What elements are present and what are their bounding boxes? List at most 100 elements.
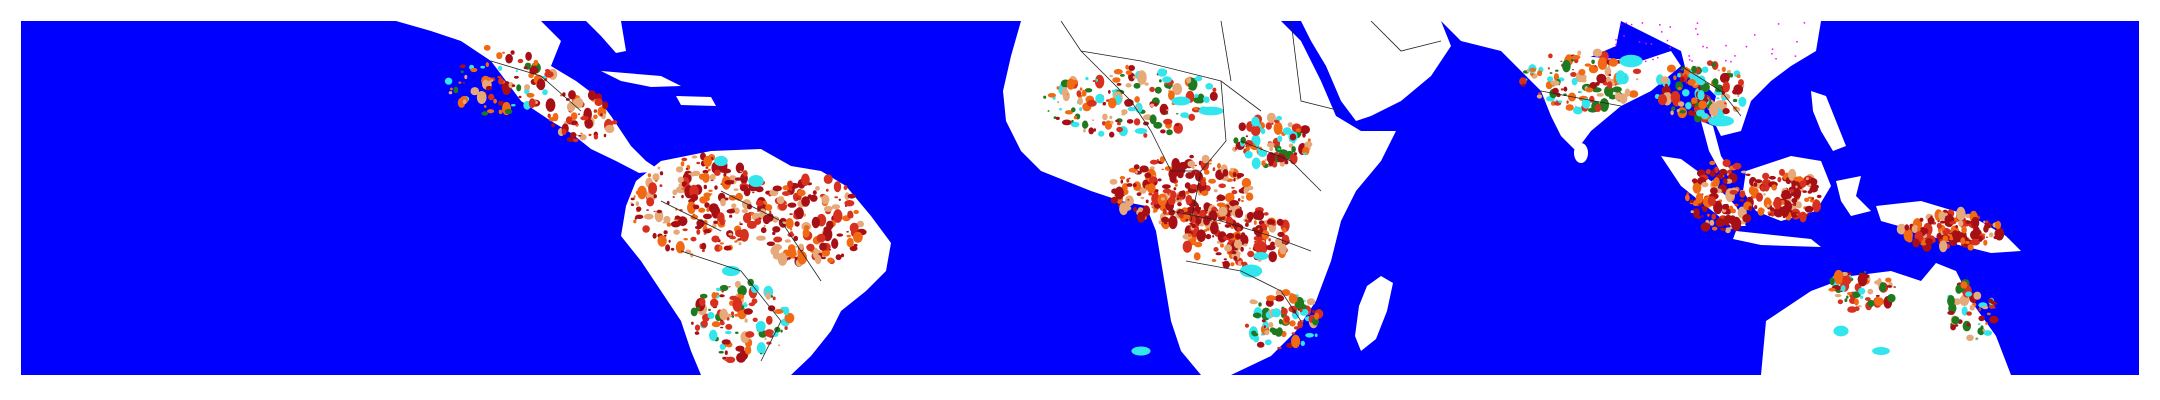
landcover-patch — [1113, 68, 1123, 75]
landcover-patch — [784, 326, 788, 330]
landcover-patch — [1136, 211, 1146, 223]
landcover-patch — [815, 186, 820, 191]
landcover-patch — [1233, 177, 1236, 182]
landcover-patch — [1577, 50, 1582, 56]
magenta-speckle — [1688, 59, 1691, 61]
landcover-patch — [1691, 65, 1697, 73]
landcover-patch — [1707, 196, 1716, 206]
landcover-patch — [709, 329, 718, 341]
landcover-patch — [695, 309, 699, 312]
landcover-patch — [721, 339, 731, 345]
arabian-peninsula — [1301, 21, 1451, 121]
landcover-patch — [1143, 133, 1148, 138]
landcover-patch — [1126, 119, 1134, 124]
landcover-patch — [735, 345, 745, 352]
landcover-patch — [1311, 310, 1316, 313]
landcover-patch — [529, 66, 539, 75]
landcover-patch — [1193, 243, 1197, 246]
landcover-patch — [1251, 157, 1261, 170]
landcover-patch — [1829, 277, 1835, 286]
landcover-patch — [1289, 320, 1296, 327]
landcover-patch — [497, 100, 504, 106]
landcover-patch — [459, 64, 466, 69]
landcover-patch — [1978, 235, 1983, 242]
landcover-patch — [1965, 240, 1970, 245]
landcover-patch — [1299, 308, 1303, 313]
landcover-patch — [1116, 126, 1123, 133]
landcover-patch — [684, 170, 693, 177]
landcover-patch — [1780, 200, 1785, 205]
water-patch — [1131, 346, 1151, 356]
landcover-patch — [1252, 332, 1259, 337]
landcover-patch — [1966, 334, 1974, 341]
landcover-patch — [1264, 330, 1270, 336]
landcover-patch — [1266, 142, 1275, 148]
landcover-patch — [1258, 302, 1262, 307]
water-patch — [1198, 106, 1224, 116]
landcover-patch — [1119, 202, 1129, 216]
landcover-patch — [756, 235, 766, 241]
landcover-patch — [480, 65, 486, 69]
landcover-patch — [1300, 125, 1310, 135]
landcover-patch — [724, 344, 728, 347]
florida — [586, 21, 626, 53]
landcover-patch — [814, 254, 822, 265]
landcover-patch — [1982, 328, 1986, 332]
landcover-patch — [1562, 59, 1571, 73]
landcover-patch — [774, 309, 784, 314]
landcover-patch — [1255, 240, 1266, 250]
landcover-patch — [1978, 307, 1982, 312]
landcover-patch — [1936, 222, 1942, 229]
landcover-patch — [1955, 225, 1958, 229]
landcover-patch — [561, 128, 567, 135]
landcover-patch — [1241, 177, 1252, 189]
landcover-patch — [526, 92, 535, 98]
landcover-patch — [734, 280, 741, 288]
landcover-patch — [1773, 197, 1782, 210]
landcover-patch — [1961, 226, 1967, 234]
landcover-patch — [735, 239, 740, 242]
landcover-patch — [785, 218, 794, 229]
landcover-patch — [1276, 218, 1284, 226]
landcover-patch — [1213, 247, 1219, 252]
landcover-patch — [1125, 70, 1133, 75]
landcover-patch — [514, 75, 519, 79]
landcover-patch — [1314, 333, 1318, 338]
landcover-patch — [1254, 240, 1257, 243]
landcover-patch — [766, 315, 773, 325]
landcover-patch — [696, 161, 701, 165]
landcover-patch — [1162, 184, 1171, 190]
landcover-patch — [1682, 72, 1685, 76]
landcover-patch — [1291, 146, 1296, 153]
landcover-patch — [1200, 190, 1209, 197]
sulawesi — [1836, 176, 1871, 216]
landcover-patch — [1086, 99, 1097, 107]
landcover-patch — [1896, 223, 1907, 235]
landcover-patch — [835, 254, 842, 261]
landcover-patch — [662, 221, 666, 224]
landcover-patch — [1683, 66, 1689, 73]
landcover-patch — [733, 188, 739, 192]
landcover-class-layer — [444, 22, 2005, 363]
landcover-patch — [1738, 79, 1744, 86]
landcover-patch — [1732, 162, 1742, 170]
landcover-patch — [1961, 306, 1968, 316]
landcover-patch — [1248, 247, 1251, 250]
landcover-patch — [727, 313, 732, 318]
landcover-patch — [1126, 183, 1133, 187]
landcover-patch — [703, 229, 712, 234]
landcover-patch — [691, 321, 694, 325]
landcover-patch — [1231, 190, 1238, 195]
landcover-patch — [1710, 187, 1718, 195]
landcover-patch — [690, 236, 697, 242]
landcover-patch — [1615, 70, 1626, 85]
landcover-patch — [1983, 330, 1993, 336]
landcover-patch — [1791, 211, 1797, 219]
landcover-patch — [565, 116, 573, 124]
landcover-patch — [483, 105, 487, 108]
landcover-patch — [1174, 184, 1178, 187]
landcover-patch — [572, 98, 583, 108]
magenta-speckle — [1691, 60, 1693, 62]
landcover-patch — [745, 331, 755, 338]
landcover-patch — [1149, 86, 1155, 92]
